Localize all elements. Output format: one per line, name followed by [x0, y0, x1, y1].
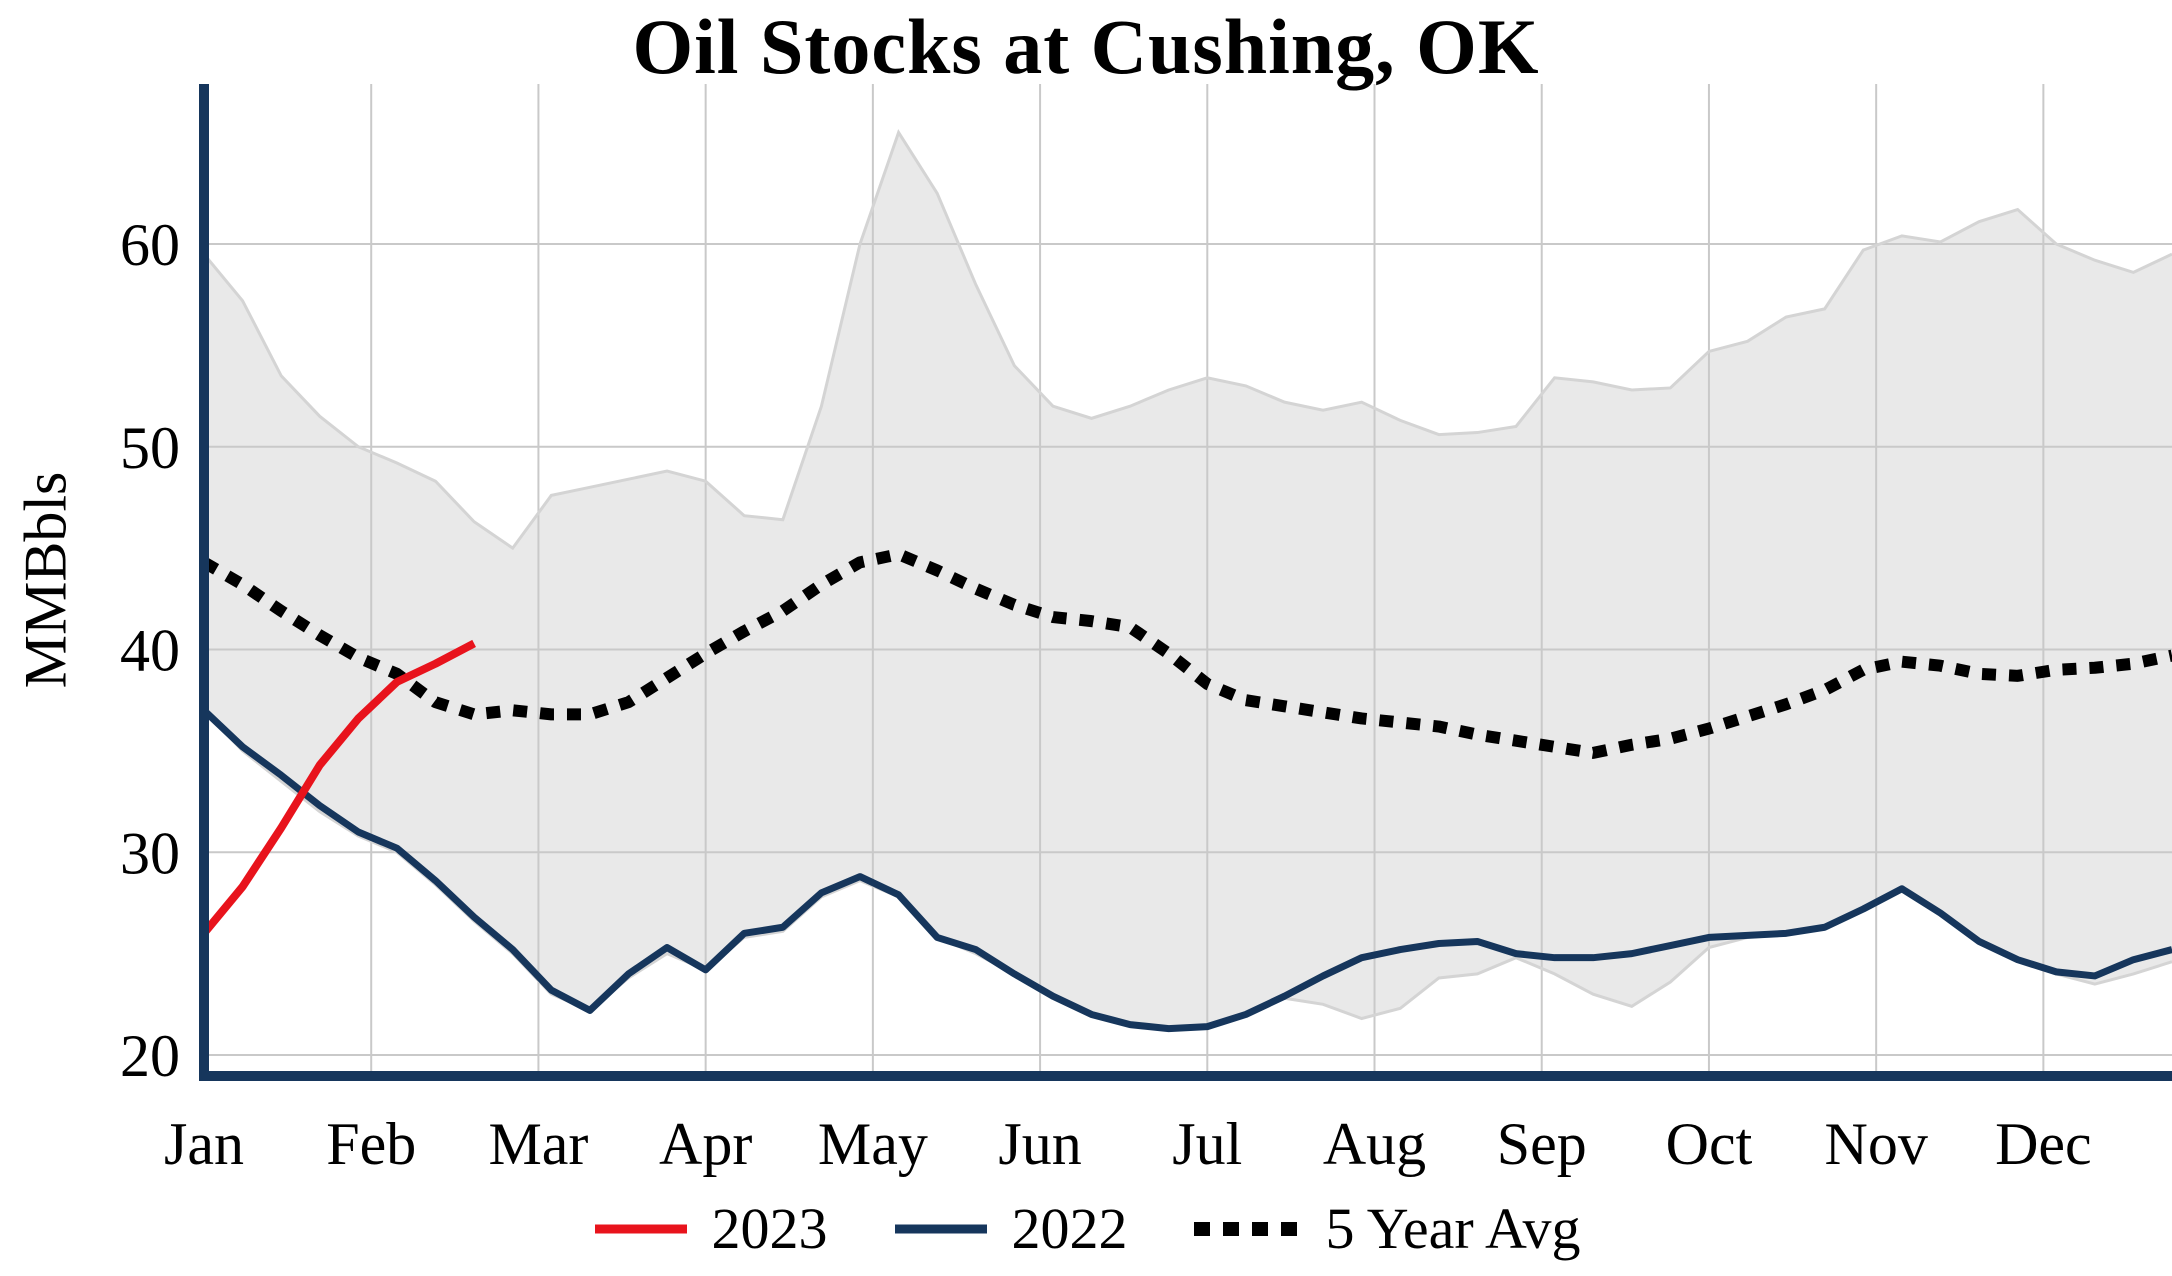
legend-swatch-2022-line — [895, 1224, 988, 1234]
x-month-label: May — [818, 1111, 928, 1177]
x-month-label: Nov — [1824, 1111, 1927, 1177]
y-tick-label: 40 — [120, 618, 180, 684]
x-month-label: Oct — [1666, 1111, 1753, 1177]
legend-swatch-5-year-avg-dotted-line — [1194, 1222, 1303, 1236]
x-month-label: Apr — [659, 1111, 752, 1177]
legend: 2023 2022 5 Year Avg — [0, 1200, 2172, 1258]
x-month-label: Aug — [1323, 1111, 1426, 1177]
legend-label-5-year-avg: 5 Year Avg — [1325, 1196, 1581, 1261]
line-y2023 — [200, 639, 476, 936]
y-tick-label: 30 — [120, 820, 180, 886]
legend-item-2023: 2023 — [591, 1200, 827, 1258]
x-month-label: Jul — [1172, 1111, 1242, 1177]
y-tick-label: 60 — [120, 212, 180, 278]
range-band-top-edge — [202, 129, 2172, 551]
x-month-label: Feb — [326, 1111, 416, 1177]
x-month-label: Jun — [998, 1111, 1081, 1177]
x-month-label: Dec — [1995, 1111, 2092, 1177]
line-y2022 — [201, 707, 2172, 1033]
legend-label-2023: 2023 — [711, 1196, 828, 1261]
five-year-range-band — [204, 132, 2172, 1029]
chart-title: Oil Stocks at Cushing, OK — [632, 3, 1540, 90]
legend-item-5-year-avg: 5 Year Avg — [1191, 1196, 1581, 1261]
x-month-label: Sep — [1497, 1111, 1587, 1177]
legend-item-2022: 2022 — [891, 1200, 1127, 1258]
x-month-label: Mar — [488, 1111, 588, 1177]
x-month-label: Jan — [164, 1111, 244, 1177]
legend-label-2022: 2022 — [1011, 1196, 1128, 1261]
y-tick-label: 50 — [120, 415, 180, 481]
y-tick-label: 20 — [120, 1023, 180, 1089]
legend-swatch-2023-line — [595, 1224, 688, 1234]
